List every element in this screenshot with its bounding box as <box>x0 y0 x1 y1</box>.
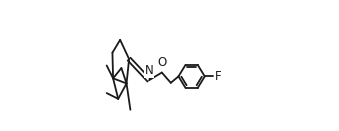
Text: F: F <box>215 70 221 83</box>
Text: N: N <box>145 64 153 77</box>
Text: O: O <box>157 56 166 69</box>
